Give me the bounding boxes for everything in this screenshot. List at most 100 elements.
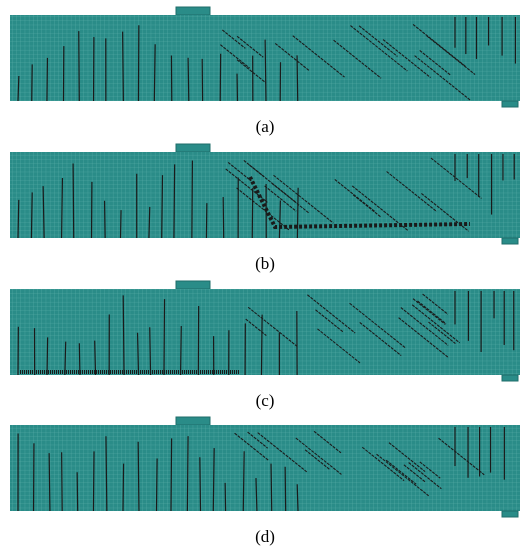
- beam-panel: [10, 143, 520, 245]
- crack: [412, 24, 467, 68]
- crack: [260, 314, 263, 376]
- crack: [60, 177, 64, 239]
- crack: [64, 341, 67, 376]
- crack: [307, 294, 356, 334]
- crack: [382, 39, 431, 79]
- crack: [359, 322, 402, 357]
- crack: [315, 309, 344, 333]
- loading-plate: [175, 143, 211, 153]
- crack: [257, 432, 308, 473]
- loading-plate: [175, 6, 211, 16]
- crack: [284, 466, 287, 512]
- panel-label: (d): [255, 527, 275, 546]
- crack: [422, 293, 449, 315]
- crack: [358, 25, 398, 57]
- crack: [273, 174, 334, 224]
- crack: [376, 453, 429, 497]
- crack: [304, 449, 331, 471]
- crack: [236, 59, 267, 84]
- support-plate: [501, 510, 519, 518]
- beam-panel: [10, 280, 520, 382]
- crack: [122, 31, 124, 102]
- crack: [333, 39, 382, 79]
- crack: [412, 298, 446, 325]
- crack: [419, 461, 441, 479]
- crack: [313, 430, 342, 454]
- crack: [386, 171, 437, 212]
- crack: [245, 318, 267, 337]
- support-plate: [501, 237, 519, 245]
- crack: [292, 35, 345, 78]
- panel-label: (c): [256, 391, 275, 410]
- crack: [398, 317, 450, 359]
- crack: [72, 163, 75, 239]
- crack: [408, 462, 442, 490]
- beam-panel: [10, 6, 520, 108]
- crack: [153, 44, 156, 102]
- crack-band: [248, 176, 471, 230]
- crack: [78, 31, 80, 102]
- crack: [155, 458, 158, 512]
- crack: [48, 453, 51, 512]
- support-plate: [501, 100, 519, 108]
- crack: [122, 463, 125, 512]
- crack: [222, 197, 225, 239]
- crack: [42, 186, 45, 239]
- crack: [255, 478, 258, 512]
- crack: [296, 484, 299, 512]
- crack: [334, 179, 376, 213]
- crack: [186, 436, 189, 512]
- crack: [61, 452, 63, 512]
- crack: [417, 300, 447, 325]
- crack: [105, 436, 108, 512]
- crack: [428, 321, 456, 345]
- crack: [30, 192, 33, 239]
- crack: [247, 431, 269, 449]
- crack: [227, 162, 252, 182]
- crack: [191, 160, 194, 239]
- beam-mesh: [10, 425, 520, 511]
- crack: [173, 164, 176, 239]
- crack: [247, 306, 298, 347]
- crack: [317, 328, 361, 364]
- crack: [103, 200, 106, 239]
- crack: [350, 25, 408, 72]
- crack: [122, 295, 125, 376]
- crack: [92, 451, 95, 512]
- crack: [119, 210, 122, 239]
- crack: [411, 304, 461, 344]
- crack: [76, 472, 79, 512]
- loading-plate: [175, 416, 211, 426]
- crack: [403, 464, 426, 483]
- crack: [199, 457, 202, 512]
- support-plate: [501, 374, 519, 382]
- crack: [137, 441, 140, 512]
- crack: [264, 185, 297, 212]
- crack: [221, 29, 246, 49]
- crack: [236, 35, 264, 58]
- crack: [161, 175, 164, 239]
- crack: [163, 299, 166, 376]
- crack: [17, 75, 20, 102]
- panel-label: (b): [255, 254, 275, 273]
- beam-mesh: [10, 289, 520, 375]
- crack: [46, 337, 49, 376]
- crack: [352, 194, 382, 218]
- crack: [220, 44, 250, 69]
- crack: [242, 451, 245, 512]
- crack: [249, 164, 297, 204]
- crack: [149, 327, 152, 376]
- crack: [170, 438, 173, 512]
- crack: [278, 200, 282, 239]
- crack: [46, 57, 49, 102]
- crack: [264, 39, 267, 102]
- panel-label: (a): [256, 117, 275, 136]
- crack: [236, 187, 290, 231]
- beam-panel: [10, 416, 520, 518]
- crack: [94, 340, 97, 376]
- crack: [179, 325, 182, 376]
- crack: [148, 206, 151, 239]
- loading-plate: [175, 280, 211, 290]
- crack: [430, 157, 482, 199]
